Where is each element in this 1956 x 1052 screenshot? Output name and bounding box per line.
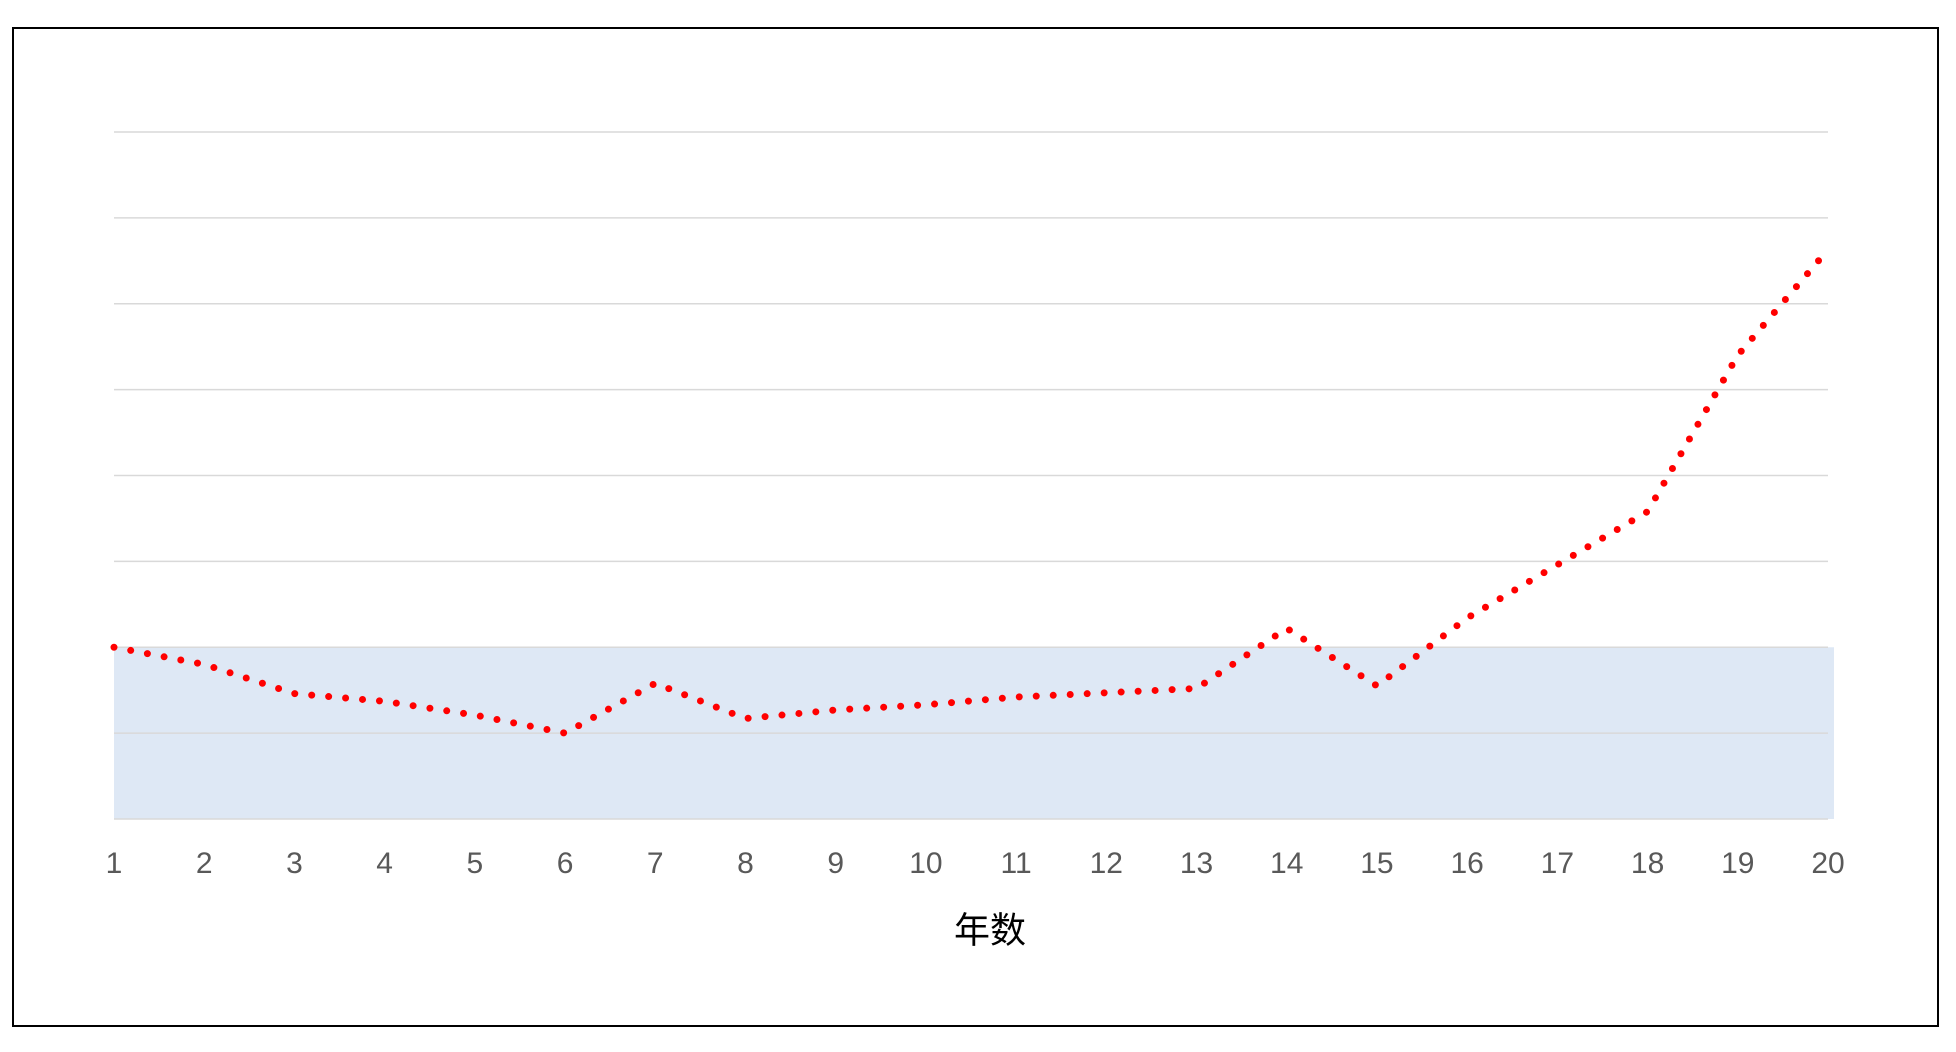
- x-tick-label: 20: [1811, 847, 1844, 880]
- x-tick-label: 17: [1541, 847, 1574, 880]
- x-tick-label: 6: [557, 847, 574, 880]
- x-axis-title: 年数: [954, 910, 1026, 951]
- x-tick-label: 4: [376, 847, 393, 880]
- x-tick-label: 1: [106, 847, 123, 880]
- x-tick-label: 18: [1631, 847, 1664, 880]
- x-tick-label: 7: [647, 847, 664, 880]
- x-tick-label: 9: [827, 847, 844, 880]
- x-tick-label: 14: [1270, 847, 1303, 880]
- x-tick-label: 10: [909, 847, 942, 880]
- chart-border: [12, 27, 1939, 1027]
- x-tick-label: 16: [1450, 847, 1483, 880]
- x-tick-label: 19: [1721, 847, 1754, 880]
- x-tick-label: 3: [286, 847, 303, 880]
- x-tick-label: 11: [1001, 847, 1032, 880]
- x-tick-label: 2: [196, 847, 213, 880]
- x-tick-label: 5: [466, 847, 483, 880]
- x-tick-label: 8: [737, 847, 754, 880]
- x-tick-label: 12: [1090, 847, 1123, 880]
- x-tick-label: 15: [1360, 847, 1393, 880]
- data-line: [110, 246, 1832, 737]
- x-tick-label: 13: [1180, 847, 1213, 880]
